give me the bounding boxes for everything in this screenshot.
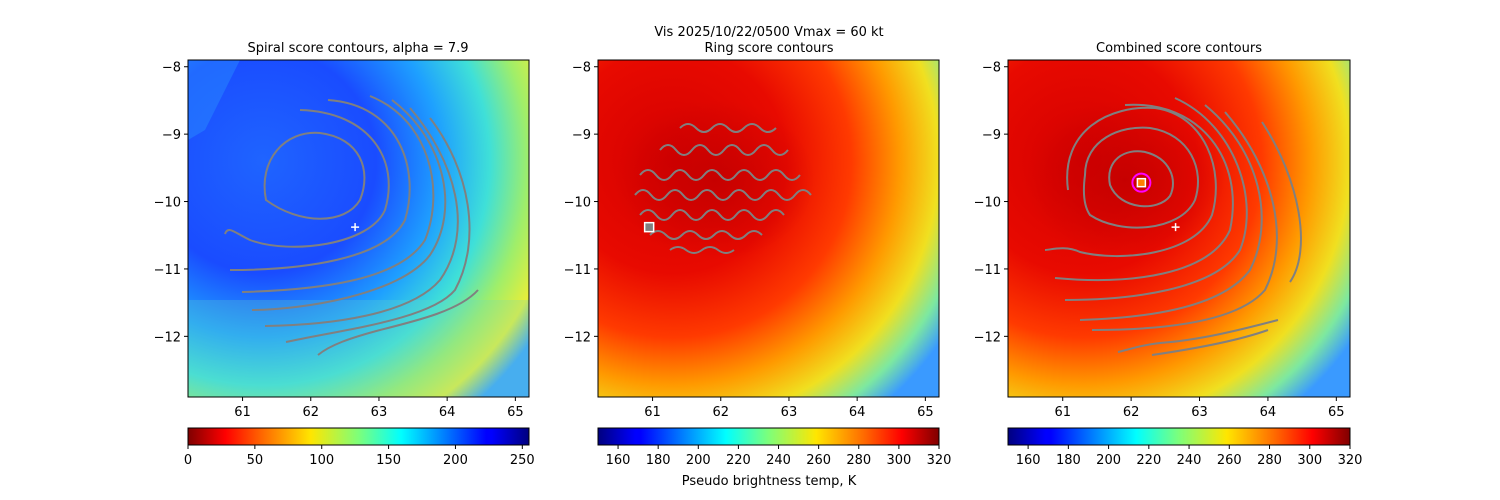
colorbar-tick-label: 200	[443, 453, 468, 468]
colorbar	[187, 427, 530, 446]
y-tick-label: −10	[974, 196, 1001, 211]
panel-title: Ring score contours	[704, 41, 833, 56]
heatmap-image	[1008, 60, 1350, 397]
x-tick-label: 64	[1260, 405, 1277, 420]
x-tick-label: 65	[507, 405, 524, 420]
colorbar-tick-label: 320	[1338, 453, 1363, 468]
colorbar-tick-label: 220	[726, 453, 751, 468]
y-tick-label: −11	[564, 263, 591, 278]
colorbar-tick-label: 260	[806, 453, 831, 468]
heatmap-image	[188, 60, 529, 397]
colorbar-tick-label: 280	[1257, 453, 1282, 468]
axes-frame	[597, 59, 940, 398]
colorbar-tick-label: 300	[886, 453, 911, 468]
y-tick-label: −12	[564, 330, 591, 345]
colorbar-tick-label: 240	[1177, 453, 1202, 468]
colorbar-tick-label: 150	[376, 453, 401, 468]
colorbar-ticks: 0 50 100 150 200 250	[184, 445, 535, 468]
colorbar-tick-label: 180	[646, 453, 671, 468]
colorbar-tick-label: 50	[247, 453, 264, 468]
x-tick-label: 64	[439, 405, 456, 420]
y-tick-label: −11	[154, 263, 181, 278]
colorbar	[1007, 427, 1351, 446]
x-tick-label: 62	[1123, 405, 1140, 420]
spiral-contours	[224, 95, 479, 356]
panel-ring: Ring score contours 61 62 63 64 65 −8 −9 −10 −11…	[564, 41, 952, 489]
x-tick-label: 61	[234, 405, 251, 420]
colorbar-ticks: 160 180 200 220 240 260 280 300 320	[1016, 445, 1363, 468]
x-tick-label: 63	[1191, 405, 1208, 420]
panel-spiral: Spiral score contours, alpha = 7.9 61 62 6…	[154, 41, 535, 468]
markers	[351, 223, 360, 232]
x-tick-label: 62	[302, 405, 319, 420]
x-tick-label: 62	[712, 405, 729, 420]
combined-max-circle-marker	[1131, 172, 1152, 193]
combined-contours	[1044, 97, 1302, 356]
colorbar-label: Pseudo brightness temp, K	[682, 474, 857, 489]
axes-frame	[1007, 59, 1351, 398]
y-tick-label: −10	[564, 196, 591, 211]
y-tick-label: −11	[974, 263, 1001, 278]
colorbar-tick-label: 160	[1016, 453, 1041, 468]
axis-ticks: 61 62 63 64 65 −8 −9 −10 −11 −12	[154, 61, 524, 420]
center-square-marker	[643, 221, 655, 233]
y-tick-label: −8	[572, 61, 591, 76]
colorbar-tick-label: 100	[309, 453, 334, 468]
x-tick-label: 63	[371, 405, 388, 420]
axis-ticks: 61 62 63 64 65 −8 −9 −10 −11 −12	[974, 61, 1345, 420]
y-tick-label: −12	[154, 330, 181, 345]
colorbar-tick-label: 220	[1136, 453, 1161, 468]
center-plus-marker	[1171, 223, 1180, 232]
colorbar-tick-label: 200	[686, 453, 711, 468]
y-tick-label: −12	[974, 330, 1001, 345]
figure-suptitle: Vis 2025/10/22/0500 Vmax = 60 kt	[654, 25, 883, 40]
panel-title: Spiral score contours, alpha = 7.9	[247, 41, 468, 56]
y-tick-label: −8	[982, 61, 1001, 76]
x-tick-label: 65	[917, 405, 934, 420]
ring-contours	[634, 123, 812, 254]
heatmap-image	[598, 60, 939, 397]
colorbar-ticks: 160 180 200 220 240 260 280 300 320	[606, 445, 952, 468]
markers	[643, 221, 655, 233]
center-plus-marker	[351, 223, 360, 232]
colorbar-tick-label: 300	[1297, 453, 1322, 468]
markers	[1131, 172, 1180, 232]
colorbar	[597, 427, 940, 446]
panel-title: Combined score contours	[1096, 41, 1262, 56]
colorbar-tick-label: 200	[1096, 453, 1121, 468]
x-tick-label: 65	[1328, 405, 1345, 420]
x-tick-label: 61	[1054, 405, 1071, 420]
colorbar-tick-label: 240	[766, 453, 791, 468]
y-tick-label: −9	[982, 128, 1001, 143]
colorbar-tick-label: 250	[510, 453, 535, 468]
combined-max-square-marker	[1136, 177, 1147, 188]
colorbar-tick-label: 180	[1056, 453, 1081, 468]
panel-combined: Combined score contours 61 62 63 64 65 −8 −9 −1…	[974, 41, 1363, 468]
axis-ticks: 61 62 63 64 65 −8 −9 −10 −11 −12	[564, 61, 934, 420]
colorbar-tick-label: 160	[606, 453, 631, 468]
x-tick-label: 61	[644, 405, 661, 420]
colorbar-tick-label: 280	[846, 453, 871, 468]
axes-frame	[187, 59, 530, 398]
x-tick-label: 64	[849, 405, 866, 420]
y-tick-label: −10	[154, 196, 181, 211]
y-tick-label: −9	[162, 128, 181, 143]
x-tick-label: 63	[781, 405, 798, 420]
colorbar-tick-label: 260	[1217, 453, 1242, 468]
y-tick-label: −9	[572, 128, 591, 143]
colorbar-tick-label: 0	[184, 453, 192, 468]
y-tick-label: −8	[162, 61, 181, 76]
colorbar-tick-label: 320	[927, 453, 952, 468]
